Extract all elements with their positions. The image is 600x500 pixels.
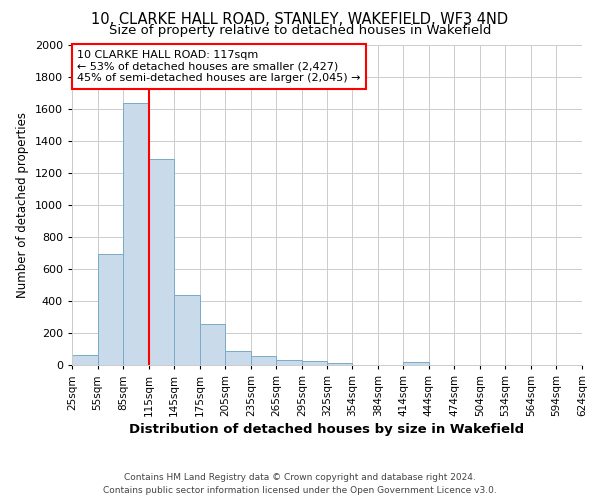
Bar [200, 324, 225, 365]
Bar [123, 104, 149, 365]
Bar [225, 350, 251, 365]
Text: 10, CLARKE HALL ROAD, STANLEY, WAKEFIELD, WF3 4ND: 10, CLARKE HALL ROAD, STANLEY, WAKEFIELD… [91, 12, 509, 28]
Text: Size of property relative to detached houses in Wakefield: Size of property relative to detached ho… [109, 24, 491, 37]
Bar [174, 294, 200, 365]
Bar [149, 160, 174, 365]
Bar [328, 362, 352, 365]
Bar [72, 354, 98, 365]
Bar [251, 356, 277, 365]
Y-axis label: Number of detached properties: Number of detached properties [16, 112, 29, 298]
Bar [277, 360, 302, 365]
Bar [98, 254, 123, 365]
Text: Contains HM Land Registry data © Crown copyright and database right 2024.
Contai: Contains HM Land Registry data © Crown c… [103, 474, 497, 495]
X-axis label: Distribution of detached houses by size in Wakefield: Distribution of detached houses by size … [130, 423, 524, 436]
Text: 10 CLARKE HALL ROAD: 117sqm
← 53% of detached houses are smaller (2,427)
45% of : 10 CLARKE HALL ROAD: 117sqm ← 53% of det… [77, 50, 361, 83]
Bar [302, 360, 328, 365]
Bar [403, 362, 429, 365]
